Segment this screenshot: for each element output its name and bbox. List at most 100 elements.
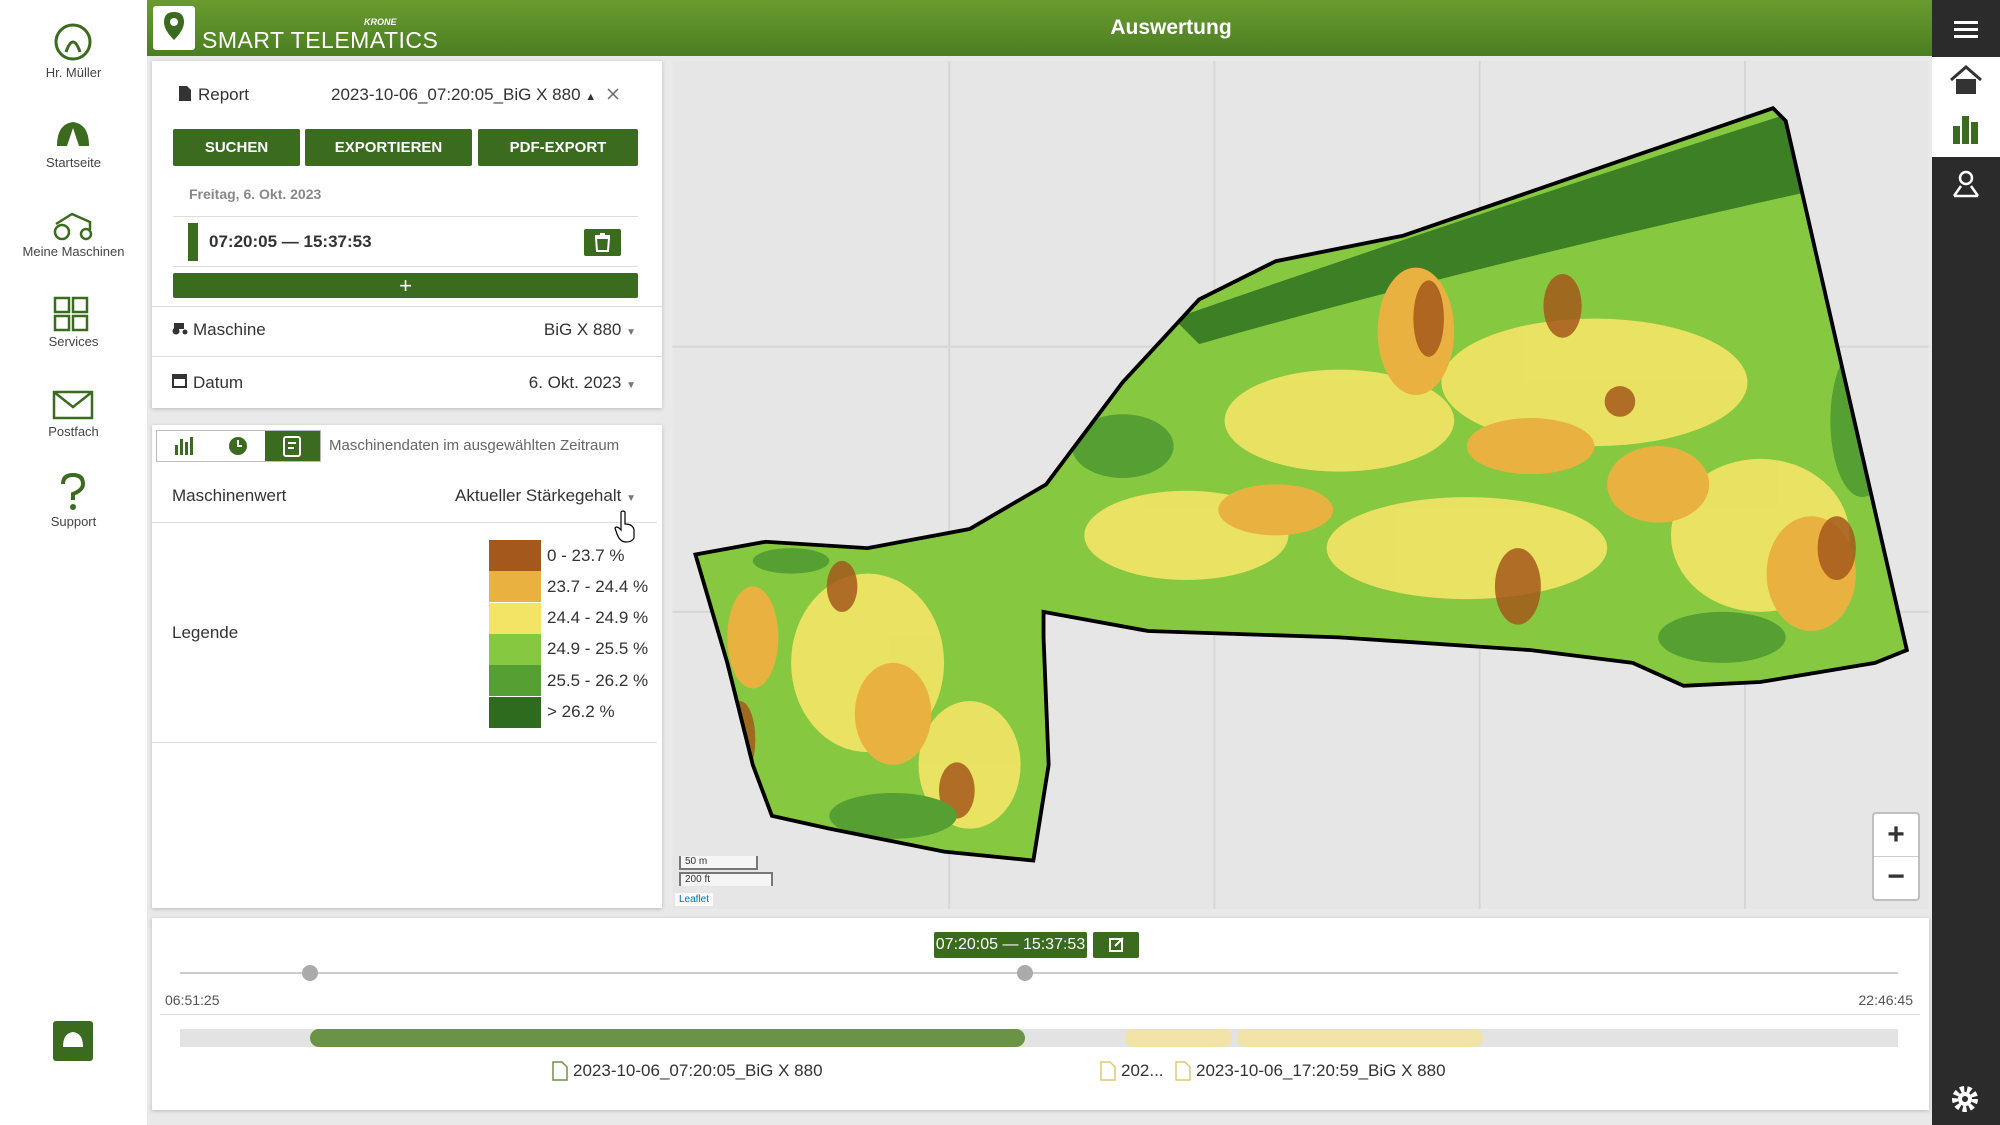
session-bar[interactable]: [310, 1029, 1025, 1047]
field-boundary: [692, 105, 1910, 863]
add-button[interactable]: +: [173, 273, 638, 298]
machine-icon: [172, 323, 188, 335]
legend-text: > 26.2 %: [547, 702, 615, 721]
brand-badge[interactable]: [53, 1021, 93, 1061]
legend-row: 24.9 - 25.5 %: [489, 633, 649, 665]
legend-row: > 26.2 %: [489, 696, 615, 728]
home-button[interactable]: [1949, 64, 1983, 96]
search-button[interactable]: SUCHEN: [173, 129, 300, 166]
map-tab[interactable]: [265, 431, 320, 461]
calendar-icon: [172, 374, 187, 388]
report-icon: [179, 86, 191, 101]
map-attribution[interactable]: Leaflet: [675, 893, 714, 906]
caret: ▼: [626, 380, 636, 391]
home-icon[interactable]: [53, 118, 93, 154]
legend-label: Legende: [172, 623, 239, 642]
view-tabs: [156, 430, 321, 462]
report-select[interactable]: 2023-10-06_07:20:05_BiG X 880 ▲: [331, 85, 596, 105]
mouse-cursor: [614, 510, 635, 543]
machines-icon[interactable]: [50, 208, 96, 242]
file-name: 202...: [1121, 1061, 1164, 1080]
session-bar[interactable]: [1125, 1029, 1232, 1047]
file-entry[interactable]: 2023-10-06_07:20:05_BiG X 880: [552, 1061, 823, 1081]
legend-row: 23.7 - 24.4 %: [489, 571, 649, 603]
file-entry[interactable]: 2023-10-06_17:20:59_BiG X 880: [1175, 1061, 1446, 1081]
end-time: 22:46:45: [1858, 992, 1914, 1008]
time-range[interactable]: 07:20:05 — 15:37:53: [209, 232, 372, 251]
map[interactable]: [672, 61, 1929, 909]
legend-row: 0 - 23.7 %: [489, 540, 625, 571]
legend-swatch: [489, 633, 541, 665]
file-icon: [552, 1061, 568, 1081]
nav-label[interactable]: Startseite: [46, 155, 101, 170]
file-icon: [1100, 1061, 1116, 1081]
slider-handle[interactable]: [302, 965, 318, 981]
delete-button[interactable]: [584, 229, 621, 256]
left-sidebar: Hr. Müller Startseite Meine Maschinen Se…: [0, 0, 147, 1125]
nav-label[interactable]: Support: [50, 514, 97, 529]
map-button[interactable]: [1951, 168, 1981, 198]
machine-data-caption: Maschinendaten im ausgewählten Zeitraum: [329, 437, 620, 454]
date-value: 6. Okt. 2023: [528, 373, 622, 392]
menu-button[interactable]: [1954, 20, 1978, 38]
divider: [173, 266, 638, 267]
filter-label: Datum: [193, 373, 244, 392]
zoom-out[interactable]: −: [1887, 860, 1905, 893]
legend-text: 24.9 - 25.5 %: [547, 639, 649, 659]
caret: ▼: [626, 327, 636, 338]
legend-swatch: [489, 540, 541, 571]
brand-small: KRONE: [364, 17, 397, 27]
services-icon[interactable]: [53, 296, 93, 332]
zoom-in[interactable]: +: [1874, 814, 1918, 857]
settings-button[interactable]: [1950, 1084, 1980, 1114]
legend-text: 23.7 - 24.4 %: [547, 576, 649, 596]
time-tab[interactable]: [211, 431, 265, 461]
legend-swatch: [489, 602, 541, 634]
legend-row: 24.4 - 24.9 %: [489, 602, 648, 634]
nav-label[interactable]: Meine Maschinen: [22, 244, 125, 259]
report-name: 2023-10-06_07:20:05_BiG X 880: [331, 85, 581, 104]
divider: [152, 742, 657, 743]
legend-swatch: [489, 665, 541, 697]
value-select[interactable]: Aktueller Stärkegehalt ▼: [455, 486, 636, 506]
edit-button[interactable]: [1093, 932, 1139, 958]
divider: [152, 306, 662, 307]
filter-value[interactable]: 6. Okt. 2023 ▼: [529, 373, 636, 393]
file-name: 2023-10-06_07:20:05_BiG X 880: [573, 1061, 823, 1080]
file-entry[interactable]: 202...: [1100, 1061, 1164, 1081]
filter-value[interactable]: BiG X 880 ▼: [544, 320, 636, 340]
legend-row: 25.5 - 26.2 %: [489, 665, 649, 697]
session-bar[interactable]: [1237, 1029, 1483, 1047]
close-button[interactable]: [607, 88, 619, 100]
zoom-control: + −: [1872, 812, 1920, 901]
nav-label[interactable]: Postfach: [48, 424, 99, 439]
divider: [160, 1014, 1920, 1015]
scale-metric: 50 m: [679, 856, 758, 870]
app-logo: [153, 6, 195, 50]
nav-label[interactable]: Hr. Müller: [45, 65, 102, 80]
legend-swatch: [489, 571, 541, 603]
slider-handle[interactable]: [1017, 965, 1033, 981]
selected-value: Aktueller Stärkegehalt: [455, 486, 622, 505]
legend-swatch: [489, 696, 541, 728]
user-icon[interactable]: [53, 22, 93, 62]
file-name: 2023-10-06_17:20:59_BiG X 880: [1196, 1061, 1446, 1080]
mail-icon[interactable]: [52, 390, 94, 420]
caret: ▲: [585, 91, 597, 103]
analysis-button[interactable]: [1951, 114, 1981, 144]
pdf-export-button[interactable]: PDF-EXPORT: [478, 129, 638, 166]
timeline-range: 07:20:05 — 15:37:53: [934, 932, 1087, 958]
export-button[interactable]: EXPORTIEREN: [305, 129, 472, 166]
range-marker: [188, 223, 198, 261]
filter-label: Maschine: [193, 320, 266, 339]
legend-text: 25.5 - 26.2 %: [547, 670, 649, 690]
legend-text: 0 - 23.7 %: [547, 545, 625, 565]
report-label: Report: [198, 85, 250, 104]
nav-label[interactable]: Services: [48, 334, 99, 349]
chart-tab[interactable]: [157, 431, 211, 461]
top-bar: KRONE SMART TELEMATICS Auswertung: [147, 0, 1932, 56]
support-icon[interactable]: [58, 472, 88, 512]
page-title: Auswertung: [1110, 16, 1232, 39]
